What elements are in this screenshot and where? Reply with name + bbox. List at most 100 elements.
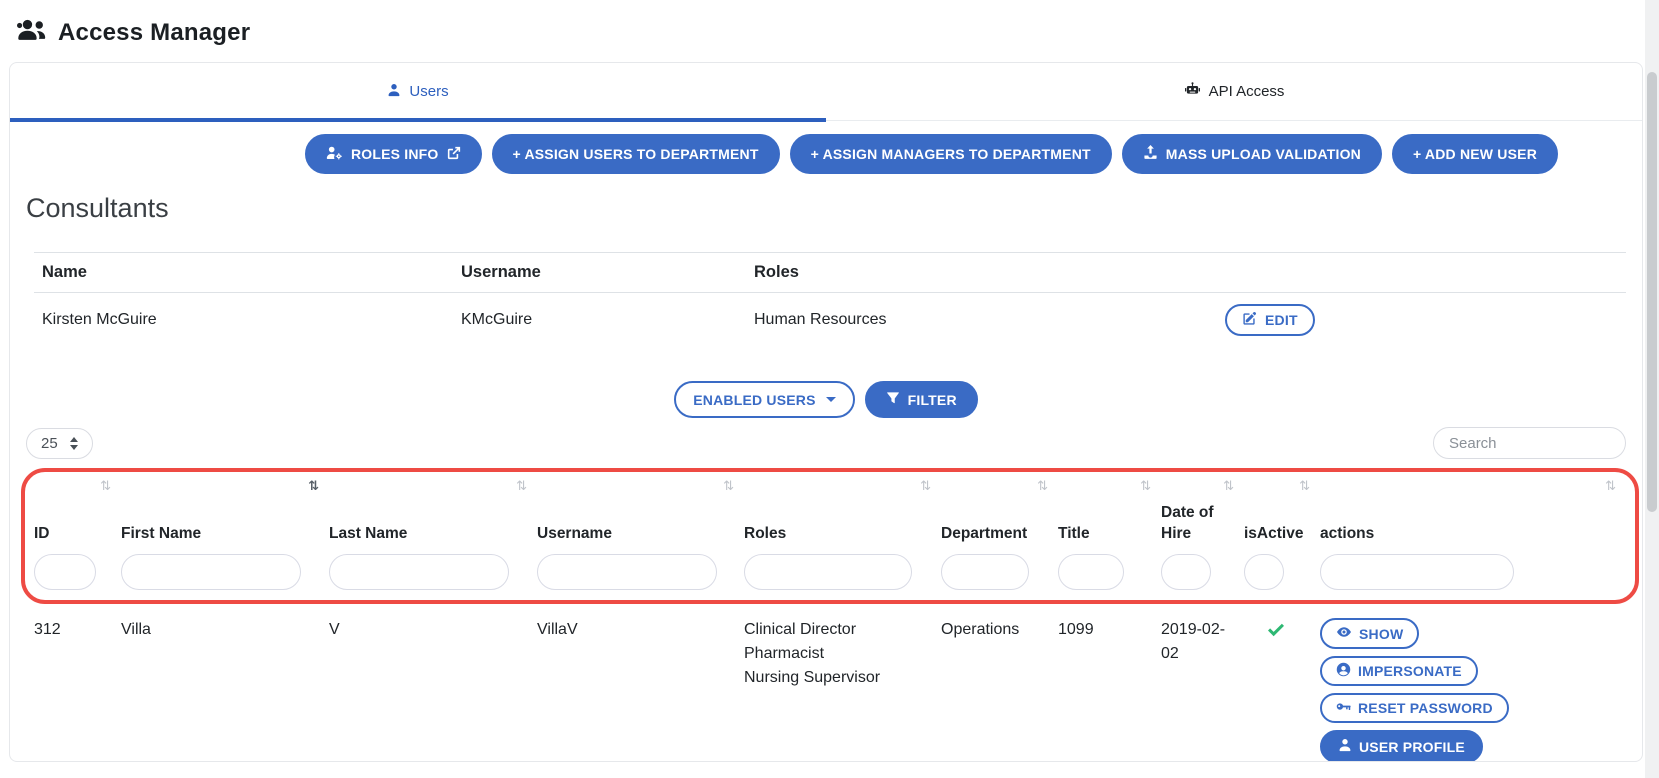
consultants-table: Name Username Roles Kirsten McGuire KMcG…: [34, 252, 1626, 347]
upload-icon: [1143, 145, 1158, 163]
filter-input-isactive[interactable]: [1244, 554, 1284, 590]
person-circle-icon: [1336, 662, 1351, 680]
cell-department: Operations: [941, 621, 1020, 638]
role-item: Nursing Supervisor: [744, 669, 881, 686]
sort-icon[interactable]: ⇅: [723, 479, 734, 494]
user-row: 312 Villa V VillaV Clinical Director Pha…: [34, 618, 1626, 761]
list-controls: 25: [26, 427, 1626, 459]
consultants-row: Kirsten McGuire KMcGuire Human Resources…: [34, 293, 1626, 347]
consultants-col-username: Username: [461, 263, 541, 281]
highlighted-table-header: ⇅ ID ⇅ First Name ⇅ Last Name ⇅ Username…: [21, 468, 1639, 604]
mass-upload-label: MASS UPLOAD VALIDATION: [1165, 146, 1361, 162]
col-header-username: ⇅ Username: [537, 479, 734, 542]
sort-icon[interactable]: ⇅: [308, 479, 319, 494]
cell-id: 312: [34, 621, 61, 638]
consultant-roles: Human Resources: [754, 311, 887, 328]
page-size-select[interactable]: 25: [26, 427, 93, 459]
assign-users-button[interactable]: + ASSIGN USERS TO DEPARTMENT: [491, 134, 780, 174]
cell-roles: Clinical Director Pharmacist Nursing Sup…: [744, 618, 941, 761]
consultant-name: Kirsten McGuire: [42, 311, 157, 328]
main-card: Users API Access: [9, 62, 1643, 762]
sort-icon[interactable]: ⇅: [1223, 479, 1234, 494]
cell-last-name: V: [329, 621, 340, 638]
search-input[interactable]: [1433, 427, 1626, 459]
funnel-icon: [886, 391, 900, 408]
col-header-last-name: ⇅ Last Name: [329, 479, 527, 542]
page-title: Access Manager: [58, 18, 251, 46]
role-item: Pharmacist: [744, 645, 825, 662]
mass-upload-button[interactable]: MASS UPLOAD VALIDATION: [1121, 134, 1382, 174]
filter-input-first-name[interactable]: [121, 554, 301, 590]
consultants-header-row: Name Username Roles: [34, 252, 1626, 293]
user-profile-label: USER PROFILE: [1359, 738, 1465, 755]
tab-bar: Users API Access: [10, 63, 1642, 122]
key-icon: [1336, 699, 1351, 717]
edit-button[interactable]: EDIT: [1225, 304, 1315, 336]
col-header-actions: ⇅ actions: [1320, 479, 1616, 542]
col-header-date-of-hire: ⇅ Date of Hire: [1161, 479, 1234, 542]
assign-managers-button[interactable]: + ASSIGN MANAGERS TO DEPARTMENT: [789, 134, 1112, 174]
sort-icon[interactable]: ⇅: [1605, 479, 1616, 494]
col-header-title: ⇅ Title: [1058, 479, 1151, 542]
cell-username: VillaV: [537, 621, 578, 638]
external-link-icon: [447, 146, 461, 163]
filter-bar: ENABLED USERS FILTER: [10, 381, 1642, 418]
sort-icon[interactable]: ⇅: [516, 479, 527, 494]
tab-api-access[interactable]: API Access: [826, 63, 1642, 120]
filter-input-username[interactable]: [537, 554, 717, 590]
person-icon: [1338, 738, 1352, 755]
sort-icon[interactable]: ⇅: [100, 479, 111, 494]
caret-down-icon: [825, 397, 836, 402]
sort-icon[interactable]: ⇅: [1140, 479, 1151, 494]
filter-button[interactable]: FILTER: [864, 381, 978, 418]
enabled-users-label: ENABLED USERS: [693, 391, 816, 408]
sort-icon[interactable]: ⇅: [920, 479, 931, 494]
role-item: Clinical Director: [744, 621, 857, 638]
enabled-users-dropdown[interactable]: ENABLED USERS: [674, 381, 855, 418]
filter-input-title[interactable]: [1058, 554, 1124, 590]
consultants-col-name: Name: [42, 263, 87, 281]
pencil-square-icon: [1242, 311, 1257, 329]
roles-info-button[interactable]: ROLES INFO: [304, 134, 482, 174]
add-new-user-button[interactable]: + ADD NEW USER: [1391, 134, 1558, 174]
filter-input-department[interactable]: [941, 554, 1029, 590]
cell-title: 1099: [1058, 621, 1094, 638]
cell-first-name: Villa: [121, 621, 151, 638]
up-down-arrows-icon: [69, 436, 78, 450]
robot-icon: [1184, 82, 1201, 101]
page-size-value: 25: [41, 434, 58, 452]
roles-info-label: ROLES INFO: [350, 146, 439, 162]
edit-label: EDIT: [1265, 312, 1298, 328]
filter-input-id[interactable]: [34, 554, 96, 590]
filter-label: FILTER: [907, 391, 957, 408]
eye-icon: [1336, 624, 1352, 643]
cell-isactive: [1244, 618, 1320, 761]
users-group-icon: [17, 17, 46, 48]
scrollbar-thumb[interactable]: [1647, 72, 1657, 512]
consultants-col-roles: Roles: [754, 263, 799, 281]
filter-input-roles[interactable]: [744, 554, 912, 590]
tab-api-access-label: API Access: [1208, 83, 1285, 100]
col-header-department: ⇅ Department: [941, 479, 1048, 542]
tab-users[interactable]: Users: [10, 63, 826, 122]
app-header: Access Manager: [0, 0, 1659, 48]
impersonate-label: IMPERSONATE: [1358, 663, 1462, 679]
filter-input-date-of-hire[interactable]: [1161, 554, 1211, 590]
consultants-heading: Consultants: [26, 193, 169, 223]
reset-password-label: RESET PASSWORD: [1358, 700, 1493, 716]
sort-icon[interactable]: ⇅: [1299, 479, 1310, 494]
scrollbar[interactable]: [1645, 0, 1659, 778]
consultant-username: KMcGuire: [461, 311, 533, 328]
person-icon: [387, 83, 401, 101]
filter-input-last-name[interactable]: [329, 554, 509, 590]
sort-icon[interactable]: ⇅: [1037, 479, 1048, 494]
impersonate-button[interactable]: IMPERSONATE: [1320, 656, 1478, 686]
person-gear-icon: [326, 145, 343, 163]
filter-input-actions[interactable]: [1320, 554, 1514, 590]
users-table-filter-row: [34, 544, 1626, 590]
show-button[interactable]: SHOW: [1320, 618, 1420, 649]
col-header-roles: ⇅ Roles: [744, 479, 931, 542]
reset-password-button[interactable]: RESET PASSWORD: [1320, 693, 1509, 723]
user-profile-button[interactable]: USER PROFILE: [1320, 730, 1483, 761]
col-header-isactive: ⇅ isActive: [1244, 479, 1310, 542]
